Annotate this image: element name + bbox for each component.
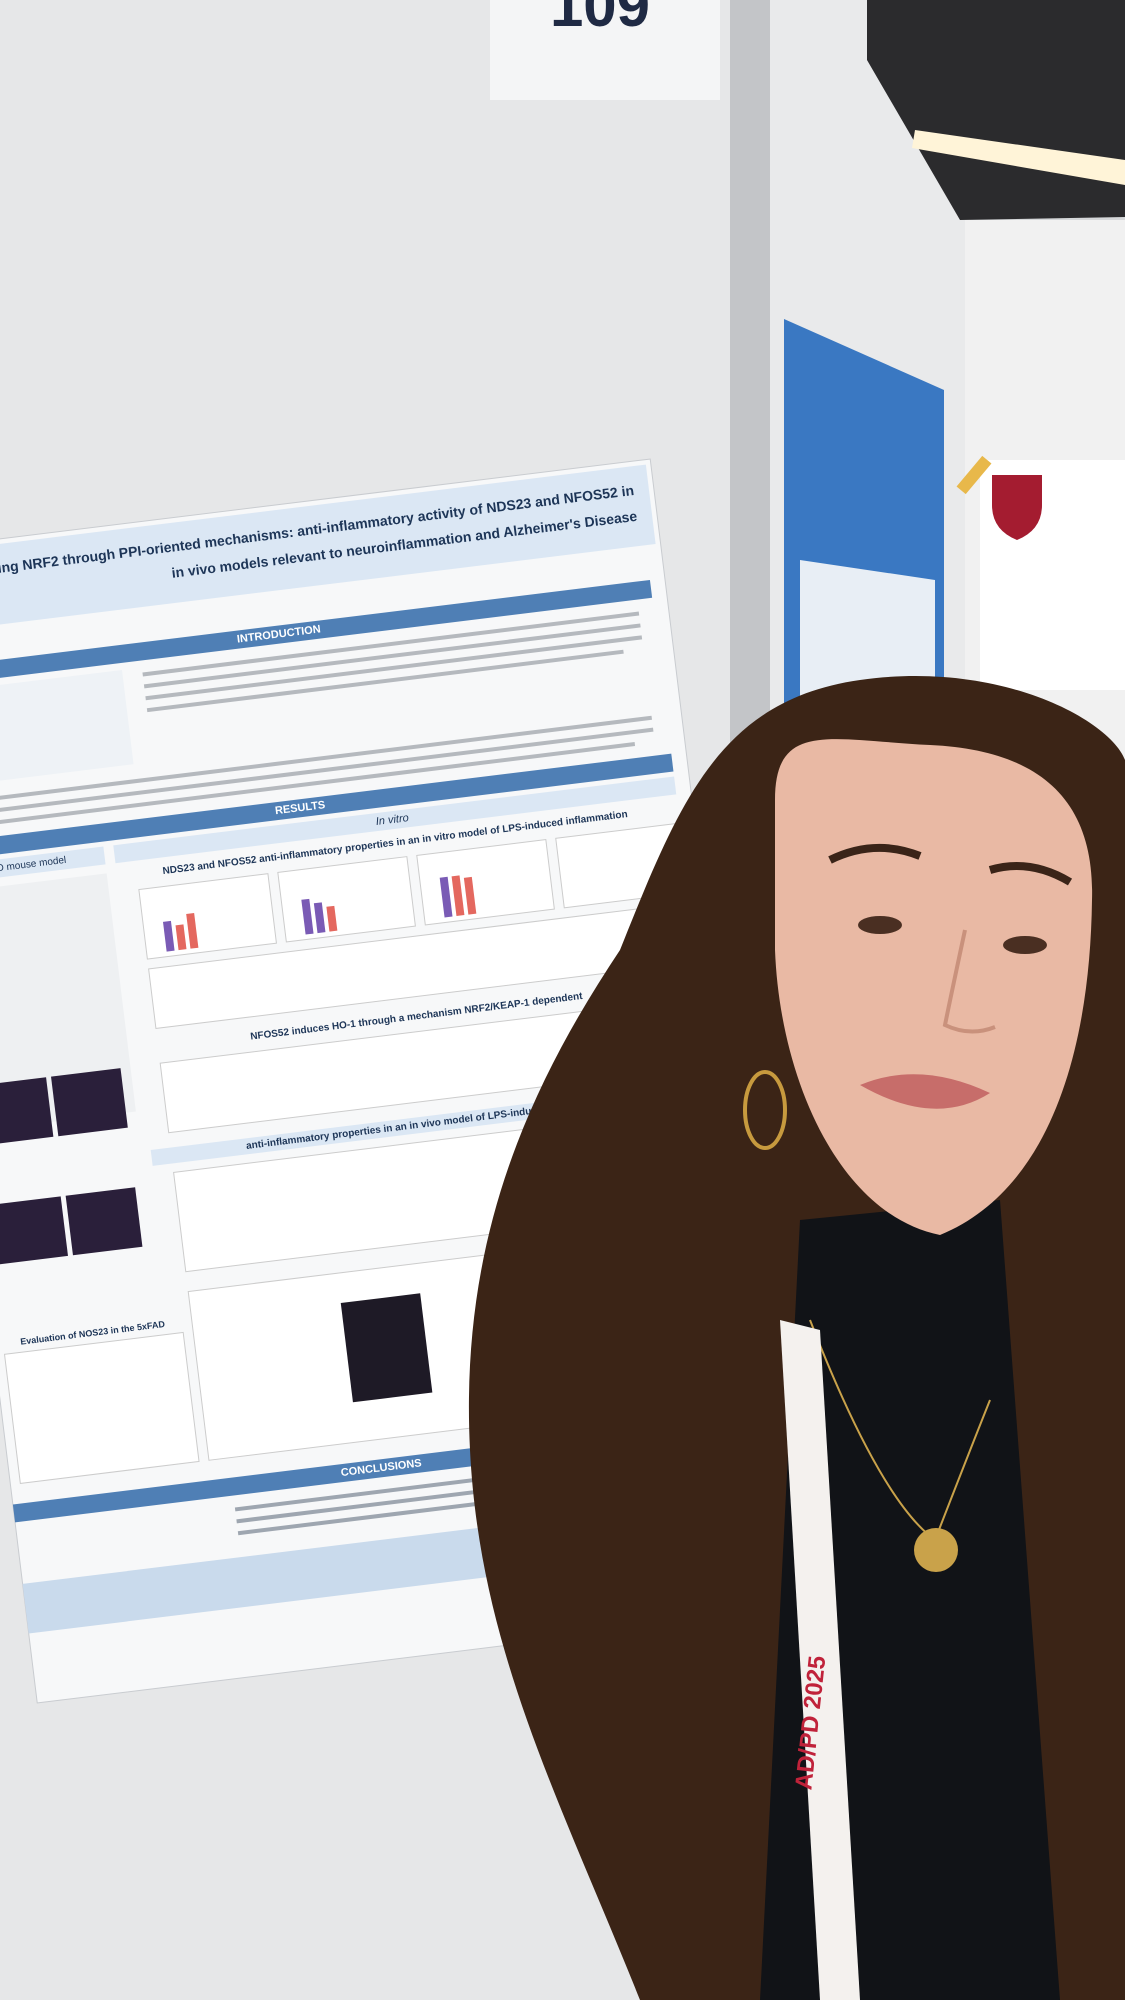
title-band	[0, 464, 656, 636]
text-line	[146, 649, 624, 713]
lips	[860, 1074, 990, 1109]
subsection-band	[113, 776, 677, 864]
microscopy	[65, 1187, 143, 1256]
eyebrow	[988, 862, 1073, 886]
microscopy	[51, 1068, 128, 1137]
figure	[3, 1331, 200, 1484]
figure-bar	[439, 876, 453, 918]
figure-bar	[463, 876, 477, 915]
earring	[743, 1070, 787, 1150]
figure-bar	[162, 920, 175, 952]
poster-number: 109	[550, 0, 650, 39]
text-line	[142, 611, 640, 677]
text-line	[0, 742, 636, 832]
figure-bar	[313, 902, 326, 934]
section-band	[0, 579, 653, 689]
text-line	[145, 635, 643, 701]
harvard-shield	[992, 475, 1042, 540]
subsection-header: In vitro	[375, 812, 409, 828]
text-line	[0, 727, 654, 820]
eye	[858, 916, 902, 934]
text-line	[0, 715, 653, 808]
microscopy	[340, 1293, 433, 1403]
figure-bar	[326, 905, 338, 932]
microscopy	[0, 1196, 68, 1265]
tape	[956, 455, 992, 495]
subsection-band	[0, 846, 106, 886]
intro-figure	[0, 669, 134, 789]
eye	[1003, 936, 1047, 954]
figure-bar	[451, 875, 465, 917]
pendant	[914, 1528, 958, 1572]
lanyard	[780, 1320, 860, 2000]
number-card	[490, 0, 720, 100]
figure	[416, 839, 555, 926]
figure-bar	[186, 912, 199, 949]
eyebrow	[828, 844, 922, 864]
figure	[277, 856, 416, 943]
ceiling-light	[912, 130, 1125, 185]
figure-bar	[175, 924, 187, 951]
mouse-figure	[0, 873, 136, 1132]
figure	[138, 873, 277, 960]
text-line	[143, 623, 641, 689]
figure-bar	[301, 898, 314, 935]
microscopy	[0, 1077, 54, 1146]
intro-text	[0, 611, 654, 832]
nose	[942, 929, 996, 1034]
section-band	[0, 753, 674, 863]
person: AD/PD 2025	[468, 676, 1125, 2000]
